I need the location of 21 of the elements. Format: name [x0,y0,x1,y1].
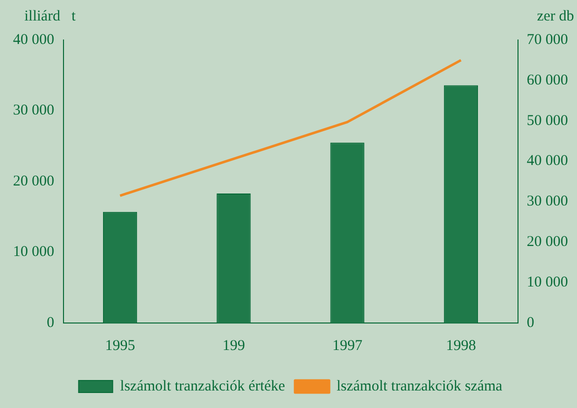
y2-tick-label: 50 000 [526,112,568,129]
y2-tick-label: 0 [526,314,534,331]
y2-tick-label: 60 000 [526,72,568,88]
y2-tick-label: 70 000 [526,32,568,48]
y2-tick-label: 20 000 [526,234,568,250]
y2-tick-label: 10 000 [526,274,568,291]
x-tick-label: 199 [222,338,245,354]
y-tick-label: 30 000 [13,102,54,119]
y-axis-title: illiárd t [24,8,76,24]
legend-label: lszámolt tranzakciók száma [336,378,503,394]
y-tick-label: 10 000 [13,244,54,260]
y2-tick-label: 30 000 [526,194,568,210]
y-tick-label: 0 [46,314,54,331]
x-tick-label: 1995 [105,338,136,354]
legend-label: lszámolt tranzakciók értéke [120,378,286,394]
y-tick-label: 20 000 [13,173,54,190]
x-tick-label: 1997 [332,338,363,354]
x-tick-label: 1998 [446,338,476,354]
y-tick-label: 40 000 [13,32,54,48]
y2-tick-label: 40 000 [526,153,568,170]
y2-axis-title: zer db [536,8,574,24]
